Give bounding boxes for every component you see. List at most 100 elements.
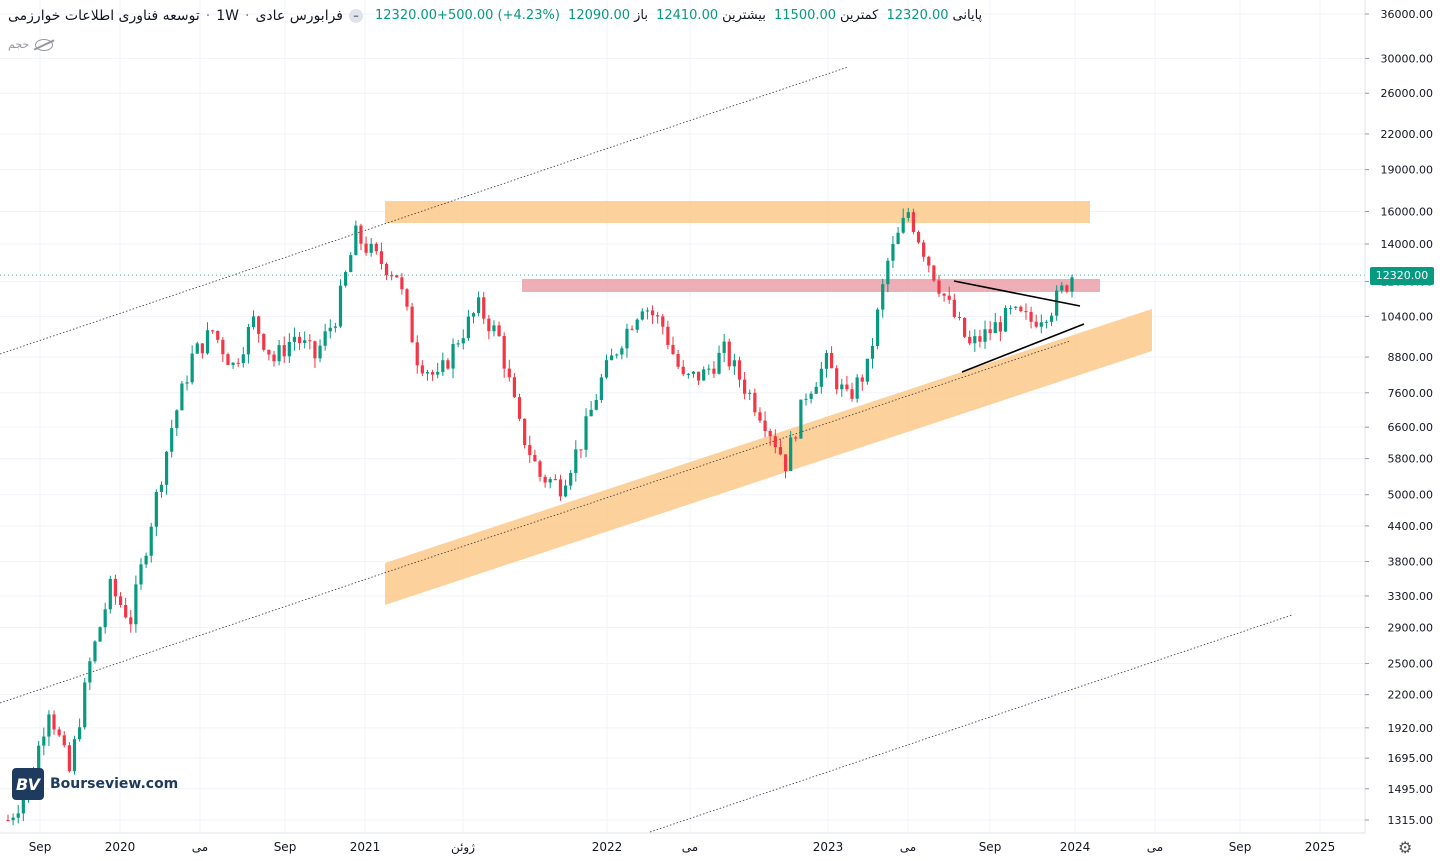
candle bbox=[47, 714, 51, 737]
candle bbox=[748, 392, 752, 394]
candle bbox=[62, 735, 66, 746]
candle bbox=[313, 341, 317, 359]
candle bbox=[891, 243, 895, 261]
x-tick-label: Sep bbox=[1229, 840, 1252, 854]
gear-icon[interactable]: ⚙ bbox=[1398, 838, 1413, 857]
candle bbox=[1024, 311, 1028, 313]
x-tick-label: 2025 bbox=[1305, 840, 1336, 854]
candle bbox=[333, 326, 337, 328]
candle bbox=[272, 354, 276, 362]
candle bbox=[865, 358, 869, 382]
candle bbox=[732, 360, 736, 367]
candle bbox=[789, 437, 793, 471]
candle bbox=[691, 371, 696, 374]
candle bbox=[911, 212, 916, 232]
x-tick-label: ژوئن bbox=[451, 840, 475, 855]
candle bbox=[681, 366, 685, 375]
candle bbox=[456, 343, 460, 345]
candle bbox=[405, 289, 409, 307]
candle bbox=[246, 327, 251, 355]
candle bbox=[410, 306, 414, 343]
candle bbox=[37, 745, 41, 774]
x-tick-label: می bbox=[192, 840, 208, 854]
candle bbox=[216, 330, 220, 340]
candle bbox=[983, 329, 987, 342]
y-tick-label: 36000.00 bbox=[1381, 8, 1434, 21]
candle bbox=[507, 368, 511, 378]
candle bbox=[952, 299, 956, 317]
y-tick-label: 1695.00 bbox=[1388, 752, 1434, 765]
candle bbox=[21, 797, 25, 814]
candle bbox=[538, 461, 542, 477]
candle bbox=[430, 372, 435, 375]
candle bbox=[477, 297, 481, 314]
candle bbox=[226, 354, 230, 365]
candle bbox=[666, 326, 670, 345]
candle bbox=[502, 336, 506, 369]
candle bbox=[11, 817, 15, 821]
candle bbox=[998, 322, 1002, 332]
candle bbox=[118, 596, 123, 605]
candle bbox=[804, 398, 808, 400]
candle bbox=[932, 265, 936, 281]
close-value: 12320.00 bbox=[886, 8, 949, 23]
candle bbox=[686, 373, 690, 375]
candle bbox=[139, 564, 143, 585]
candle bbox=[267, 349, 271, 355]
candle bbox=[88, 661, 92, 683]
candle bbox=[661, 316, 665, 327]
low-label: کمترین bbox=[840, 8, 879, 23]
candle bbox=[487, 318, 491, 332]
triangle-lower-line bbox=[961, 323, 1085, 373]
candle bbox=[482, 297, 486, 319]
candle bbox=[93, 641, 97, 662]
candle bbox=[1060, 285, 1064, 291]
candle bbox=[1055, 290, 1059, 316]
candle bbox=[6, 820, 10, 821]
candle bbox=[154, 491, 158, 527]
candle bbox=[1003, 307, 1008, 332]
candle bbox=[344, 272, 348, 286]
supply-zone bbox=[522, 279, 1100, 292]
candle bbox=[190, 353, 194, 383]
candle bbox=[282, 345, 286, 357]
candle bbox=[303, 340, 307, 344]
y-tick-label: 1495.00 bbox=[1388, 783, 1434, 796]
candle bbox=[829, 353, 834, 369]
candle bbox=[78, 727, 82, 740]
candle bbox=[395, 275, 399, 278]
candle bbox=[937, 280, 941, 294]
candle bbox=[236, 362, 240, 364]
candle bbox=[390, 275, 394, 277]
candle bbox=[262, 333, 266, 350]
y-tick-label: 14000.00 bbox=[1381, 238, 1434, 251]
low-value: 11500.00 bbox=[774, 8, 837, 23]
symbol-name[interactable]: توسعه فناوری اطلاعات خوارزمی bbox=[8, 8, 200, 24]
candle bbox=[297, 336, 302, 344]
candle bbox=[180, 383, 184, 411]
candle bbox=[563, 485, 568, 497]
candle bbox=[819, 368, 823, 387]
candle bbox=[922, 242, 926, 257]
market-label: فرابورس عادی bbox=[255, 8, 344, 24]
candle bbox=[942, 293, 946, 296]
candle bbox=[446, 360, 450, 369]
candle bbox=[855, 377, 859, 399]
y-tick-label: 22000.00 bbox=[1381, 128, 1434, 141]
candle bbox=[696, 371, 701, 381]
candle bbox=[768, 430, 772, 437]
candle bbox=[1009, 307, 1013, 309]
eye-hidden-icon[interactable] bbox=[35, 38, 54, 51]
candle bbox=[1049, 315, 1054, 322]
candle bbox=[170, 428, 174, 452]
candle bbox=[620, 348, 624, 355]
candle bbox=[584, 416, 588, 450]
candle bbox=[916, 231, 921, 243]
symbol-legend[interactable]: توسعه فناوری اطلاعات خوارزمی · 1W · فراب… bbox=[8, 8, 364, 24]
collapse-icon[interactable]: – bbox=[349, 9, 364, 23]
candle bbox=[743, 379, 747, 394]
interval-label[interactable]: 1W bbox=[216, 8, 239, 24]
candle bbox=[195, 343, 199, 354]
candle bbox=[957, 316, 962, 318]
